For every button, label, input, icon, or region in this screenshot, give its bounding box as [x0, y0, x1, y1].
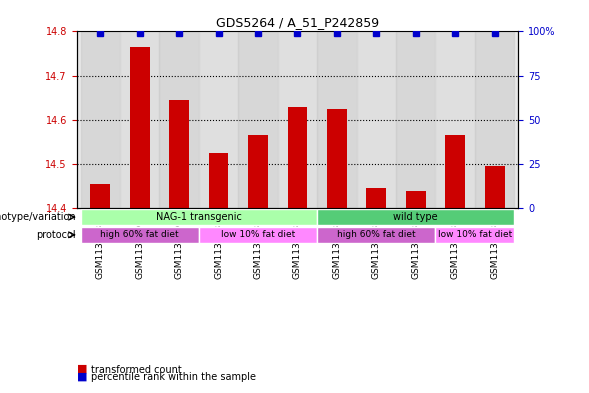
- Text: wild type: wild type: [393, 212, 438, 222]
- Text: ■: ■: [77, 371, 87, 381]
- Text: high 60% fat diet: high 60% fat diet: [100, 230, 179, 239]
- Bar: [120, 31, 160, 208]
- FancyBboxPatch shape: [81, 209, 317, 225]
- Bar: [160, 31, 199, 208]
- Bar: [169, 100, 189, 208]
- Bar: [475, 31, 514, 208]
- Bar: [435, 31, 475, 208]
- Bar: [356, 31, 396, 208]
- Bar: [209, 153, 229, 208]
- FancyBboxPatch shape: [317, 227, 435, 243]
- FancyBboxPatch shape: [435, 227, 514, 243]
- Text: high 60% fat diet: high 60% fat diet: [337, 230, 416, 239]
- Bar: [239, 31, 278, 208]
- Bar: [317, 31, 356, 208]
- Text: NAG-1 transgenic: NAG-1 transgenic: [156, 212, 241, 222]
- Bar: [278, 31, 317, 208]
- Bar: [406, 191, 426, 208]
- FancyBboxPatch shape: [199, 227, 317, 243]
- Bar: [199, 31, 239, 208]
- Bar: [327, 109, 347, 208]
- Bar: [445, 135, 465, 208]
- Bar: [485, 166, 505, 208]
- Bar: [130, 47, 150, 208]
- Bar: [81, 31, 120, 208]
- FancyBboxPatch shape: [81, 227, 199, 243]
- Text: low 10% fat diet: low 10% fat diet: [438, 230, 512, 239]
- Bar: [396, 31, 435, 208]
- Text: genotype/variation: genotype/variation: [0, 212, 76, 222]
- Bar: [287, 107, 307, 208]
- Text: ■: ■: [77, 364, 87, 373]
- Bar: [248, 135, 268, 208]
- Text: percentile rank within the sample: percentile rank within the sample: [91, 373, 256, 382]
- Text: transformed count: transformed count: [91, 365, 182, 375]
- Text: protocol: protocol: [36, 230, 76, 240]
- Bar: [366, 188, 386, 208]
- Title: GDS5264 / A_51_P242859: GDS5264 / A_51_P242859: [216, 16, 379, 29]
- FancyBboxPatch shape: [317, 209, 514, 225]
- Bar: [90, 184, 110, 208]
- Text: low 10% fat diet: low 10% fat diet: [221, 230, 295, 239]
